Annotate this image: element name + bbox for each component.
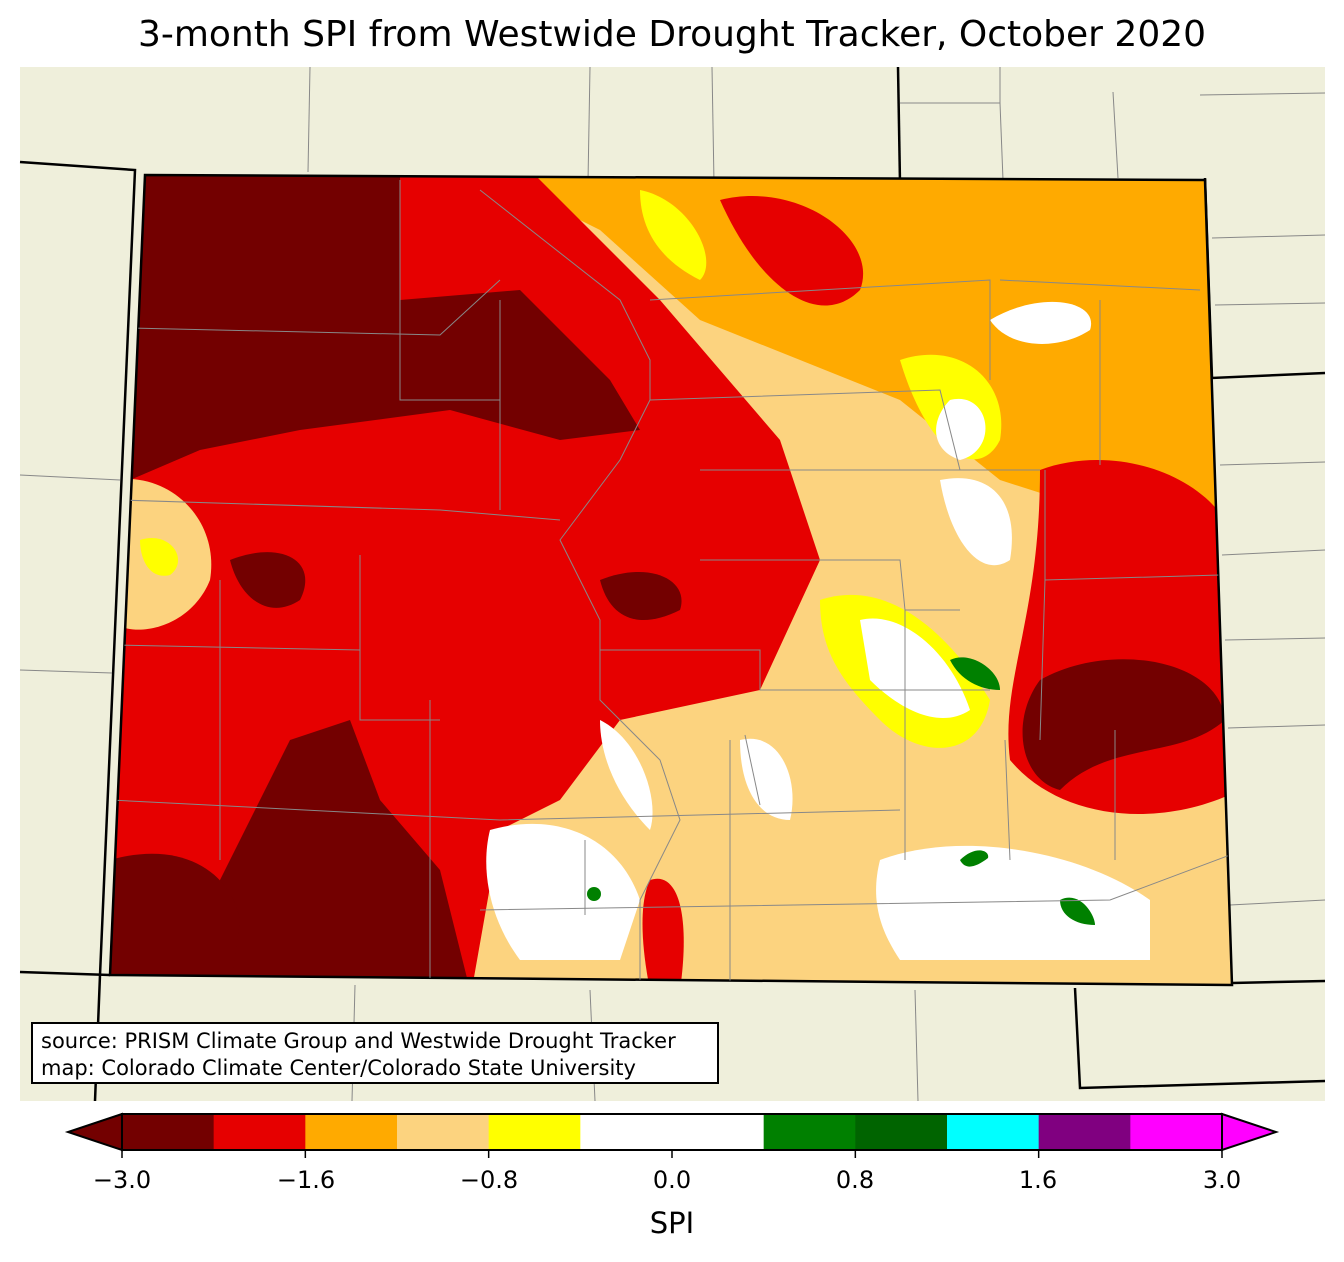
colorbar-segment xyxy=(213,1114,306,1150)
colorbar-segment xyxy=(1130,1114,1223,1150)
colorbar-segment xyxy=(672,1114,765,1150)
colorbar-segment xyxy=(488,1114,581,1150)
colorbar-segment xyxy=(122,1114,215,1150)
colorbar-extend-low xyxy=(64,1112,123,1152)
map-credit-text: map: Colorado Climate Center/Colorado St… xyxy=(41,1056,636,1080)
colorbar-segment xyxy=(305,1114,398,1150)
colorbar-segment xyxy=(763,1114,856,1150)
source-annotation: source: PRISM Climate Group and Westwide… xyxy=(31,1022,719,1084)
colorbar-segment xyxy=(580,1114,673,1150)
county-lines xyxy=(110,180,1231,985)
tick-label: 0.8 xyxy=(835,1166,875,1194)
colorbar-segment xyxy=(397,1114,490,1150)
colorbar-segment xyxy=(947,1114,1040,1150)
tick-label: −1.6 xyxy=(276,1166,336,1194)
tick-label: −3.0 xyxy=(92,1166,152,1194)
map-title: 3-month SPI from Westwide Drought Tracke… xyxy=(137,14,1207,55)
colorbar-segment xyxy=(855,1114,948,1150)
tick-label: −0.8 xyxy=(459,1166,519,1194)
colorbar-segment xyxy=(1038,1114,1131,1150)
colorbar-label: SPI xyxy=(649,1206,695,1240)
tick-label: 1.6 xyxy=(1018,1166,1058,1194)
tick-label: 3.0 xyxy=(1202,1166,1242,1194)
source-text: source: PRISM Climate Group and Westwide… xyxy=(41,1029,676,1053)
colorbar-extend-high xyxy=(1221,1112,1280,1152)
colorado-border xyxy=(108,173,1234,987)
tick-label: 0.0 xyxy=(652,1166,692,1194)
